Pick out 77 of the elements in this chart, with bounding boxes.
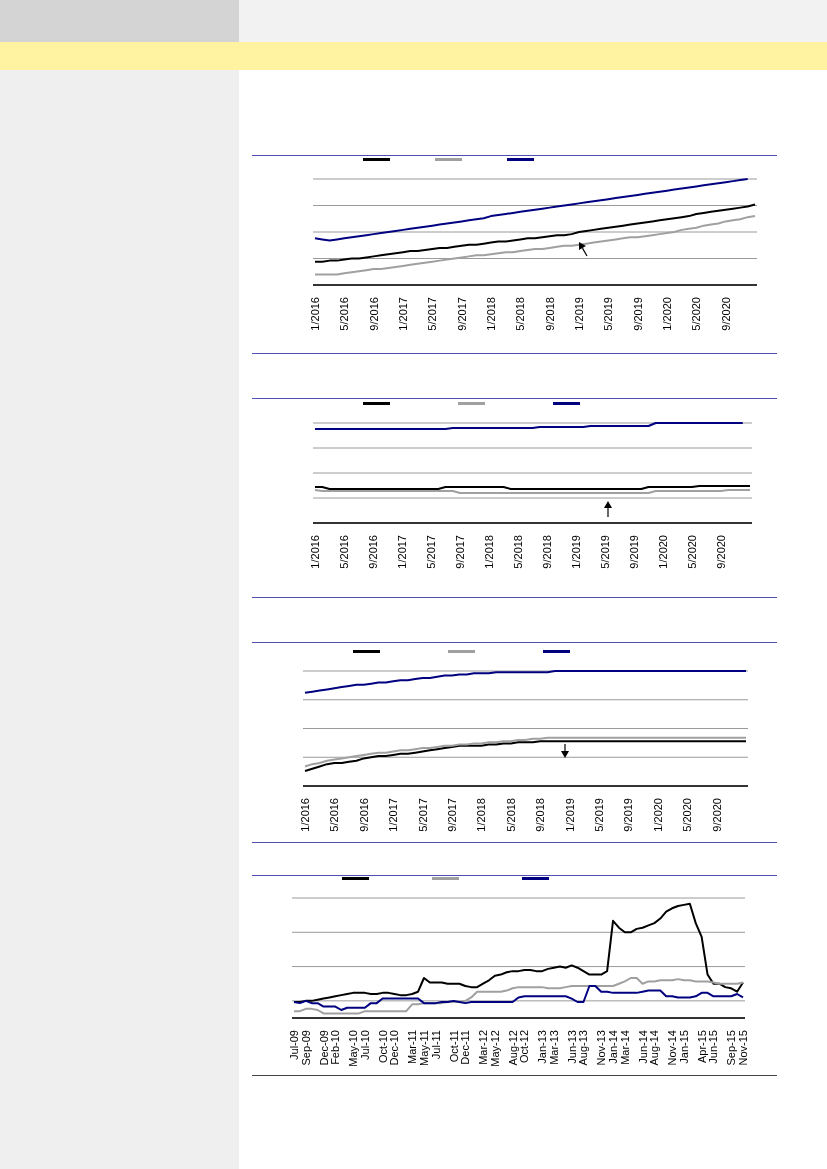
x-tick-label: Jul-11	[429, 1030, 442, 1060]
x-tick-label: 5/2019	[602, 297, 615, 331]
x-tick-label: Mar-13	[547, 1030, 560, 1065]
x-tick-label: Mar-11	[406, 1030, 419, 1065]
x-tick-label: 5/2019	[593, 798, 605, 832]
x-tick-label: 1/2016	[309, 297, 321, 331]
x-tick-label: May-12	[488, 1030, 501, 1067]
x-tick-label: 1/2019	[563, 798, 576, 832]
x-tick-label: Oct-10	[376, 1030, 389, 1064]
x-tick-label: Jul-09	[288, 1030, 300, 1060]
x-tick-label: 5/2016	[338, 535, 350, 569]
x-tick-label: Aug-13	[577, 1030, 590, 1066]
x-tick-label: 9/2020	[710, 798, 723, 832]
x-tick-label: 1/2020	[657, 535, 669, 569]
x-tick-label: Nov-14	[666, 1030, 679, 1066]
x-tick-label: 5/2018	[514, 297, 527, 331]
x-tick-label: 1/2019	[570, 535, 582, 569]
x-tick-label: Feb-10	[329, 1030, 342, 1065]
x-tick-label: 9/2019	[622, 798, 635, 832]
x-tick-label: 1/2016	[309, 535, 321, 569]
x-tick-label: Jan-14	[607, 1030, 620, 1064]
x-tick-label: 1/2019	[573, 297, 585, 331]
x-tick-label: 5/2016	[328, 798, 341, 832]
x-tick-label: 5/2018	[512, 535, 524, 569]
x-tick-label: 9/2016	[367, 297, 380, 331]
x-tick-label: 9/2020	[715, 535, 727, 569]
x-tick-label: 1/2017	[396, 535, 408, 569]
x-tick-label: 9/2017	[446, 798, 458, 832]
x-tick-label: Jan-13	[536, 1030, 549, 1064]
x-tick-label: Nov-13	[595, 1030, 608, 1066]
x-tick-label: May-10	[347, 1030, 360, 1067]
x-tick-label: 1/2017	[397, 297, 409, 331]
x-tick-label: 1/2017	[387, 798, 400, 832]
x-tick-label: Apr-15	[695, 1030, 708, 1064]
x-tick-label: 9/2019	[631, 297, 644, 331]
x-tick-label: May-11	[417, 1030, 430, 1066]
x-tick-label: 5/2020	[686, 535, 698, 569]
x-tick-label: Sep-09	[299, 1030, 312, 1066]
x-tick-label: 5/2017	[416, 798, 429, 832]
x-tick-label: Aug-12	[506, 1030, 519, 1066]
x-tick-label: 5/2019	[599, 535, 611, 569]
x-tick-label: Mar-12	[477, 1030, 490, 1065]
x-tick-label: 9/2020	[719, 297, 732, 331]
x-tick-label: 9/2017	[455, 297, 468, 331]
x-tick-label: Oct-12	[518, 1030, 531, 1064]
x-tick-label: Jun-15	[707, 1030, 720, 1064]
x-tick-label: 1/2020	[661, 297, 673, 331]
x-tick-label: 5/2017	[425, 535, 437, 569]
x-tick-label: Oct-11	[447, 1030, 460, 1063]
x-tick-label: Jun-13	[565, 1030, 578, 1064]
x-tick-label: 5/2016	[338, 297, 351, 331]
x-tick-label: 1/2016	[299, 798, 311, 832]
x-tick-label: 5/2020	[681, 798, 694, 832]
x-tick-label: Dec-11	[459, 1030, 472, 1065]
x-tick-label: Nov-15	[737, 1030, 749, 1066]
x-tick-label: Sep-15	[725, 1030, 738, 1066]
x-tick-label: 9/2019	[628, 535, 640, 569]
x-tick-label: Dec-10	[388, 1030, 401, 1066]
x-tick-label: 5/2018	[504, 798, 517, 832]
x-tick-label: 1/2018	[485, 297, 497, 331]
x-tick-label: Mar-14	[618, 1030, 631, 1065]
x-tick-label: 5/2020	[690, 297, 703, 331]
x-tick-label: Jul-10	[358, 1030, 371, 1060]
x-tick-label: 9/2017	[454, 535, 466, 569]
x-tick-label: 9/2018	[543, 297, 556, 331]
x-tick-label: 9/2018	[534, 798, 547, 832]
x-tick-label: 1/2020	[651, 798, 664, 832]
x-tick-label: 5/2017	[426, 297, 439, 331]
x-tick-label: Dec-09	[317, 1030, 330, 1066]
x-tick-label: Jan-15	[677, 1030, 690, 1064]
x-tick-label: 9/2016	[357, 798, 370, 832]
x-tick-label: Jun-14	[636, 1030, 649, 1064]
x-tick-label: 1/2018	[475, 798, 488, 832]
x-tick-label: 1/2018	[483, 535, 495, 569]
x-tick-label: 9/2016	[367, 535, 379, 569]
x-tick-label: Aug-14	[648, 1030, 661, 1066]
x-tick-label: 9/2018	[541, 535, 553, 569]
